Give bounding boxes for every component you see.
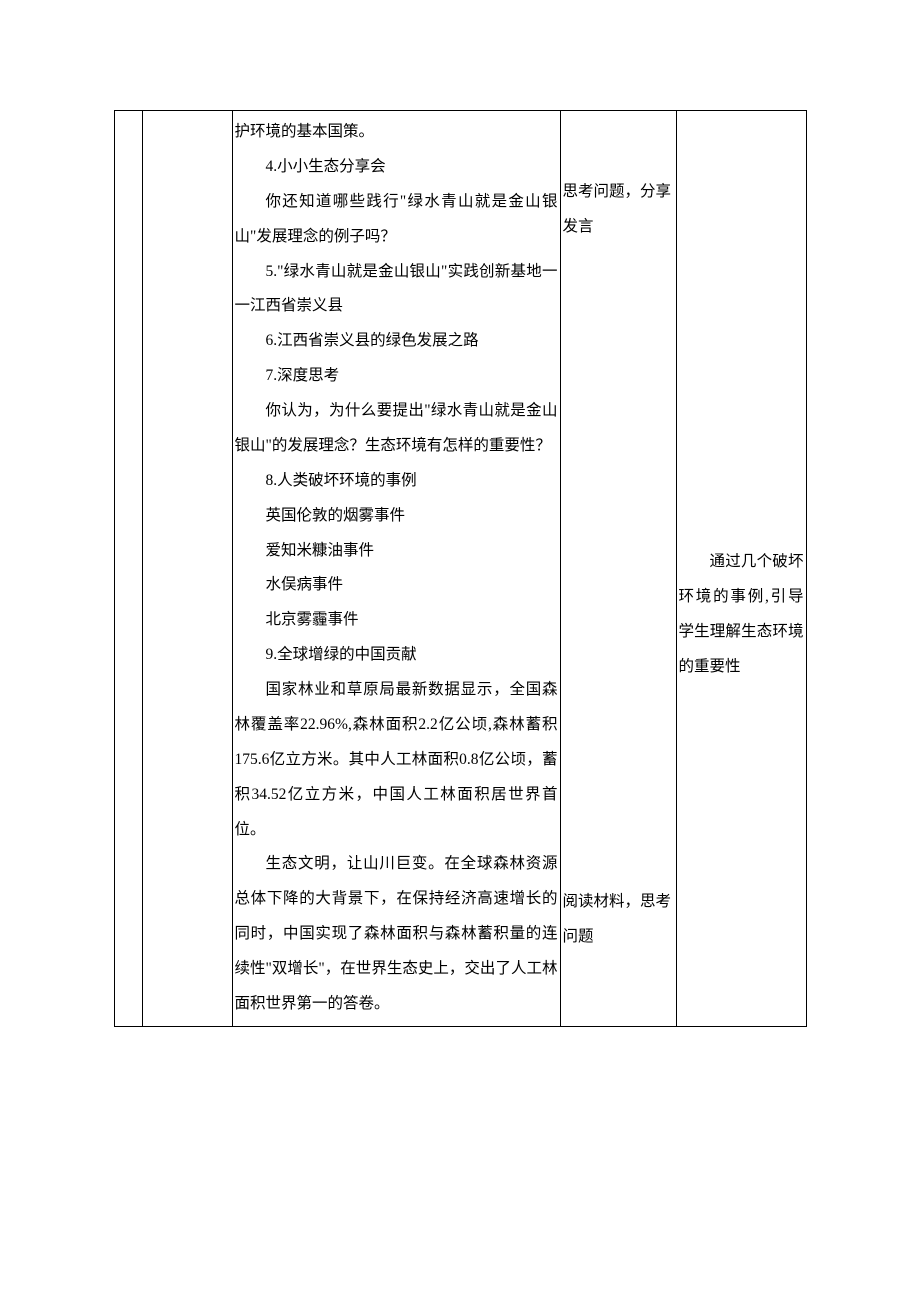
- table-row: 护环境的基本国策。 4.小小生态分享会 你还知道哪些践行"绿水青山就是金山银山"…: [114, 111, 806, 1027]
- para: 7.深度思考: [235, 359, 558, 394]
- cell-design-intent: 通过几个破坏环境的事例,引导学生理解生态环境的重要性: [676, 111, 806, 1027]
- para: 4.小小生态分享会: [235, 150, 558, 185]
- para: 英国伦敦的烟雾事件: [235, 499, 558, 534]
- lesson-plan-table: 护环境的基本国策。 4.小小生态分享会 你还知道哪些践行"绿水青山就是金山银山"…: [114, 110, 807, 1027]
- spacer: [563, 245, 674, 885]
- para: 你还知道哪些践行"绿水青山就是金山银山"发展理念的例子吗？: [235, 185, 558, 255]
- spacer: [679, 115, 804, 545]
- para: 北京雾霾事件: [235, 603, 558, 638]
- para: 爱知米糠油事件: [235, 534, 558, 569]
- para: 6.江西省崇义县的绿色发展之路: [235, 324, 558, 359]
- para: 国家林业和草原局最新数据显示，全国森林覆盖率22.96%,森林面积2.2亿公顷,…: [235, 673, 558, 847]
- para: 8.人类破坏环境的事例: [235, 464, 558, 499]
- para: 你认为，为什么要提出"绿水青山就是金山银山"的发展理念？生态环境有怎样的重要性？: [235, 394, 558, 464]
- cell-col1: [114, 111, 142, 1027]
- page: 护环境的基本国策。 4.小小生态分享会 你还知道哪些践行"绿水青山就是金山银山"…: [0, 110, 920, 1027]
- cell-main-content: 护环境的基本国策。 4.小小生态分享会 你还知道哪些践行"绿水青山就是金山银山"…: [232, 111, 560, 1027]
- para: 5."绿水青山就是金山银山"实践创新基地一一江西省崇义县: [235, 255, 558, 325]
- cell-col2: [142, 111, 232, 1027]
- intent-text: 通过几个破坏环境的事例,引导学生理解生态环境的重要性: [679, 545, 804, 685]
- para: 水俣病事件: [235, 568, 558, 603]
- activity-text: 思考问题，分享发言: [563, 175, 674, 245]
- para: 9.全球增绿的中国贡献: [235, 638, 558, 673]
- para: 护环境的基本国策。: [235, 115, 558, 150]
- cell-student-activity: 思考问题，分享发言 阅读材料，思考问题: [560, 111, 676, 1027]
- activity-text: 阅读材料，思考问题: [563, 885, 674, 955]
- para: 生态文明，让山川巨变。在全球森林资源总体下降的大背景下，在保持经济高速增长的同时…: [235, 847, 558, 1021]
- spacer: [563, 115, 674, 175]
